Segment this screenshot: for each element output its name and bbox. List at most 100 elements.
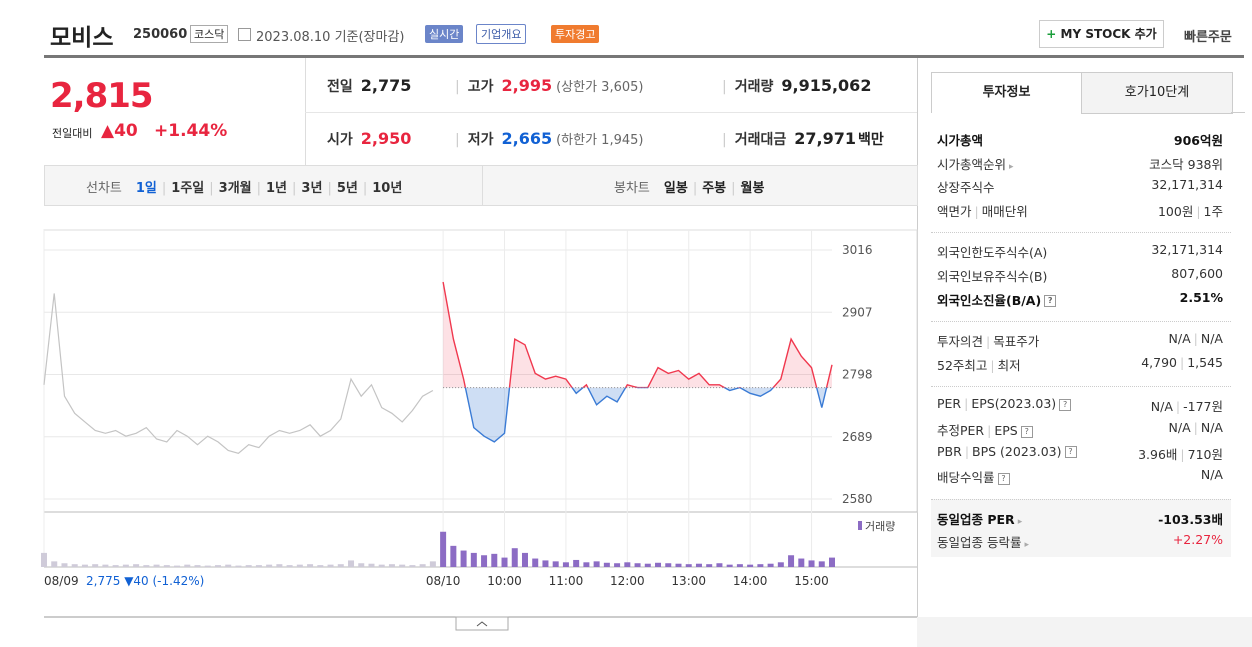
date: 2023.08.10 기준(장마감) <box>256 30 405 45</box>
info-label: 동일업종 등락률 ▸ <box>937 532 1029 551</box>
volume-bar <box>81 564 88 567</box>
area-below <box>465 387 827 442</box>
volume-bar <box>225 564 232 567</box>
chart-tabs <box>44 165 918 206</box>
badge[interactable]: 기업개요 <box>476 24 527 44</box>
x-tick-label: 10:00 <box>487 574 522 588</box>
help-icon[interactable]: ? <box>997 472 1010 485</box>
stat-label: 저가 <box>467 132 494 148</box>
volume-bar <box>808 560 815 567</box>
separator: | <box>964 443 970 459</box>
value-part: -177원 <box>1183 399 1223 415</box>
tab-label: 봉차트 <box>614 181 650 196</box>
x-tick-label: 15:00 <box>794 574 829 588</box>
stat-value: 2,995 <box>501 76 553 95</box>
volume-bar <box>296 564 303 567</box>
volume-bar <box>317 565 324 567</box>
volume-bar <box>194 565 201 567</box>
tab[interactable]: 3년 <box>301 181 323 196</box>
info-value: 32,171,314 <box>1151 242 1223 261</box>
help-icon[interactable]: ? <box>1059 398 1072 411</box>
candle-tabs: 봉차트 일봉 | 주봉 | 월봉 <box>614 177 764 196</box>
x-tick-label: 14:00 <box>733 574 768 588</box>
stat-separator: | <box>455 132 460 148</box>
badge[interactable]: 실시간 <box>425 25 464 43</box>
info-row: 동일업종 등락률 ▸ +2.27% <box>937 532 1223 551</box>
volume-bar <box>235 565 242 567</box>
chart: 2,775 ▼40 (-1.42%) 08/09 2580 2689 2798 290… <box>41 229 918 631</box>
value-part: 906억원 <box>1173 133 1223 148</box>
help-icon[interactable]: ? <box>1044 295 1057 308</box>
tab[interactable]: 월봉 <box>740 181 765 196</box>
panel-tab[interactable]: 투자정보 <box>931 72 1082 113</box>
volume-bar <box>307 564 314 567</box>
change-rate: +1.44% <box>154 121 228 141</box>
my-stock-button[interactable]: + MY STOCK 추가 <box>1039 20 1164 48</box>
info-value: 807,600 <box>1171 266 1223 285</box>
volume-bar <box>153 564 160 567</box>
help-icon[interactable]: ? <box>1064 446 1077 459</box>
tab[interactable]: 5년 <box>336 181 358 196</box>
label-part: 목표주가 <box>993 334 1040 350</box>
volume-bar <box>716 563 723 567</box>
label-part: 52주최고 <box>937 357 988 373</box>
label-part: 추정PER <box>937 423 985 438</box>
y-tick-label: 3016 <box>842 243 873 257</box>
label-part: PER <box>937 396 962 412</box>
tab[interactable]: 1주일 <box>171 181 205 196</box>
volume-bar <box>378 564 385 567</box>
value-part: N/A <box>1200 331 1223 347</box>
tab[interactable]: 일봉 <box>663 181 688 196</box>
tab[interactable]: 3개월 <box>218 181 252 196</box>
change-label: 전일대비 <box>52 127 93 140</box>
footer-delta: ▼40 (-1.42%) <box>124 574 204 588</box>
label-part: 시가총액 <box>937 133 984 148</box>
tab[interactable]: 1일 <box>135 181 157 196</box>
info-label: PER | EPS(2023.03)? <box>937 396 1072 415</box>
volume-bar <box>174 565 181 567</box>
volume-bar <box>675 563 682 567</box>
info-label: 배당수익률? <box>937 467 1010 486</box>
info-label: 시가총액순위 ▸ <box>937 154 1014 173</box>
volume-bar <box>685 564 692 567</box>
value-part: 32,171,314 <box>1151 242 1223 258</box>
price-line <box>43 293 434 454</box>
stat-separator: | <box>722 79 727 95</box>
volume-bar <box>583 562 590 567</box>
up-arrow: ▲ <box>101 121 115 141</box>
y-tick-label: 2580 <box>842 492 873 506</box>
info-value: 코스닥 938위 <box>1149 154 1223 173</box>
change-value: 40 <box>114 121 138 141</box>
info-value: 32,171,314 <box>1151 177 1223 196</box>
volume-bar <box>624 562 631 567</box>
volume-bar <box>184 564 191 567</box>
tab-rule <box>1231 112 1245 113</box>
stat: | 저가 2,665 (하한가 1,945) <box>455 129 643 149</box>
tab[interactable]: 1년 <box>266 181 288 196</box>
help-icon[interactable]: ? <box>1020 425 1033 438</box>
panel-footer <box>917 617 1252 647</box>
stat: | 거래대금 27,971 백만 <box>722 129 884 149</box>
info-group <box>931 321 1231 380</box>
tab[interactable]: 10년 <box>372 181 403 196</box>
collapse-button[interactable] <box>455 616 509 631</box>
badge[interactable]: 투자경고 <box>551 25 600 43</box>
tab[interactable]: 주봉 <box>702 181 727 196</box>
volume-bar <box>450 545 457 567</box>
x-tick-label: 13:00 <box>671 574 706 588</box>
stat-value: 2,665 <box>501 129 553 148</box>
volume-bar <box>41 552 47 567</box>
value-part: N/A <box>1150 399 1173 415</box>
volume-bar <box>429 561 436 567</box>
stat-separator: | <box>722 132 727 148</box>
volume-bar <box>419 564 426 567</box>
volume-bar <box>798 558 805 567</box>
top-rule <box>44 55 1244 58</box>
info-value: 2.51% <box>1180 290 1223 309</box>
x-tick-label: 11:00 <box>549 574 584 588</box>
quick-order[interactable]: 빠른주문 <box>1184 30 1232 45</box>
value-part: N/A <box>1200 420 1223 435</box>
stat-value: 2,950 <box>360 129 412 148</box>
panel-tab[interactable]: 호가10단계 <box>1081 72 1233 114</box>
